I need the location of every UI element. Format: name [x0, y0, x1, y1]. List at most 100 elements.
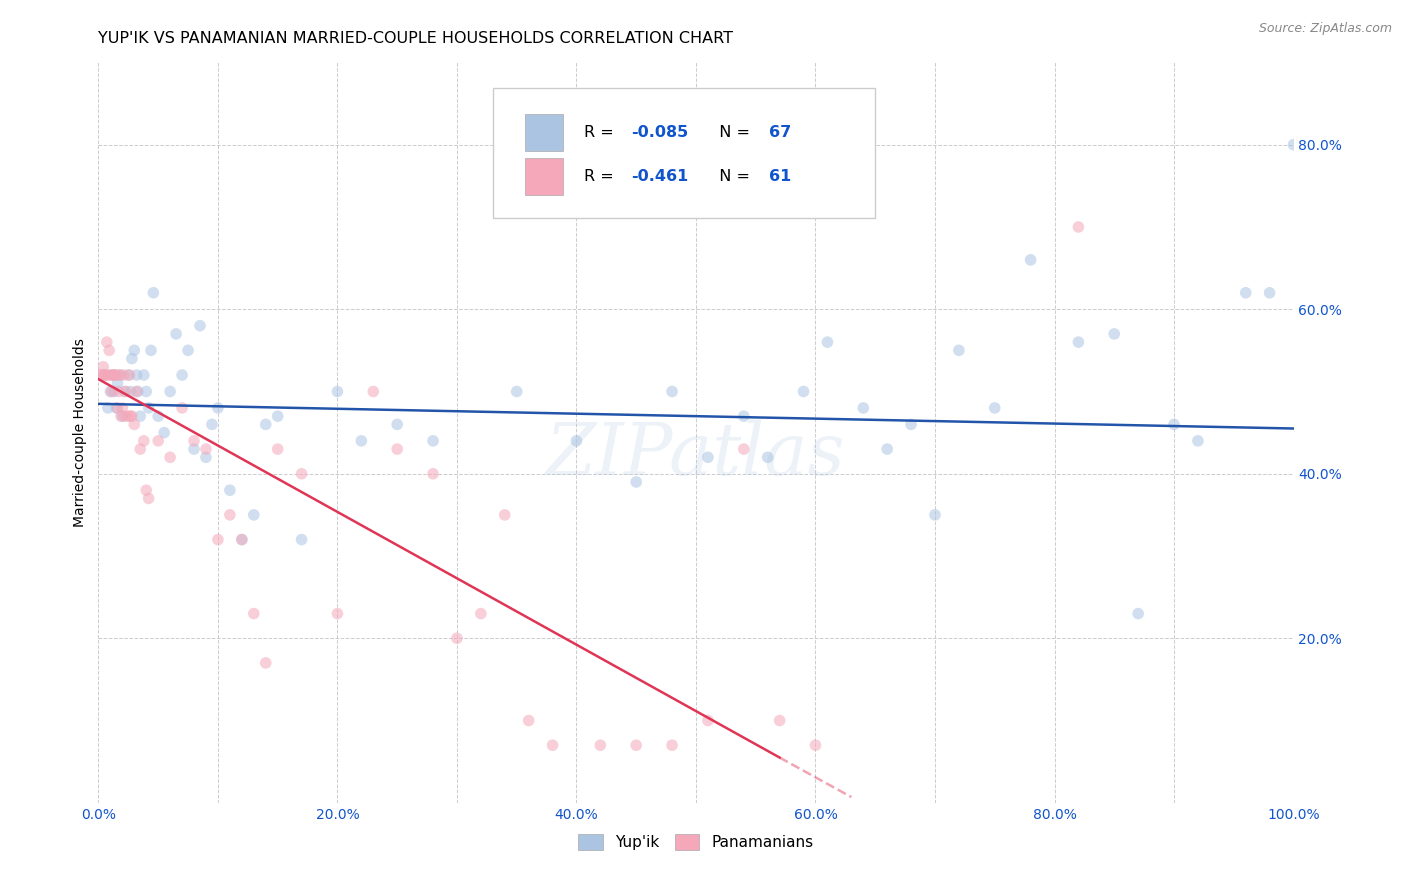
Point: [110, 409, 132, 424]
Point: [267, 409, 290, 424]
Point: [105, 368, 128, 382]
Point: [506, 384, 529, 399]
Point: [129, 442, 152, 456]
Point: [107, 401, 129, 415]
Point: [733, 442, 755, 456]
Point: [291, 467, 314, 481]
Point: [183, 442, 205, 456]
Point: [697, 450, 720, 465]
Point: [129, 409, 152, 424]
Point: [1104, 326, 1126, 341]
Text: N =: N =: [709, 169, 755, 184]
Point: [626, 738, 648, 752]
Point: [125, 368, 148, 382]
Point: [422, 434, 444, 448]
Point: [153, 425, 176, 440]
Point: [661, 384, 683, 399]
Point: [120, 409, 142, 424]
Point: [1187, 434, 1209, 448]
Point: [98, 384, 122, 399]
Point: [120, 384, 142, 399]
Point: [231, 533, 253, 547]
Point: [159, 384, 181, 399]
Text: 61: 61: [769, 169, 792, 184]
Point: [111, 401, 134, 415]
Point: [1019, 252, 1042, 267]
Point: [138, 401, 160, 415]
Point: [108, 368, 131, 382]
Point: [1067, 335, 1090, 350]
Point: [207, 401, 229, 415]
Point: [111, 409, 134, 424]
Point: [626, 475, 648, 489]
Point: [114, 409, 136, 424]
Point: [924, 508, 946, 522]
Point: [135, 384, 157, 399]
Text: 67: 67: [769, 125, 792, 139]
Point: [231, 533, 253, 547]
Point: [254, 417, 277, 432]
Point: [98, 343, 121, 358]
Point: [219, 483, 242, 498]
Point: [768, 714, 790, 728]
Point: [385, 417, 409, 432]
Text: N =: N =: [709, 125, 755, 139]
Point: [127, 384, 149, 399]
Point: [219, 508, 242, 522]
Text: ZIPatlas: ZIPatlas: [546, 419, 846, 490]
Point: [470, 607, 492, 621]
Point: [98, 368, 122, 382]
Legend: Yup'ik, Panamanians: Yup'ik, Panamanians: [571, 827, 821, 858]
Point: [446, 632, 468, 646]
Point: [1067, 219, 1090, 234]
FancyBboxPatch shape: [494, 88, 876, 218]
Point: [385, 442, 409, 456]
Point: [517, 714, 540, 728]
Point: [243, 508, 266, 522]
Point: [1258, 285, 1281, 300]
Point: [494, 508, 516, 522]
Point: [103, 368, 125, 382]
Point: [207, 533, 229, 547]
Point: [984, 401, 1007, 415]
Point: [101, 368, 124, 382]
Point: [91, 368, 114, 382]
Point: [159, 450, 181, 465]
Point: [124, 417, 146, 432]
Point: [93, 368, 115, 382]
Point: [733, 409, 755, 424]
Point: [107, 376, 129, 391]
Point: [132, 434, 155, 448]
Point: [1128, 607, 1150, 621]
Point: [188, 318, 211, 333]
Point: [172, 368, 194, 382]
Point: [815, 335, 838, 350]
Point: [326, 384, 349, 399]
Point: [97, 368, 120, 382]
Point: [243, 607, 266, 621]
Point: [90, 368, 112, 382]
Point: [1163, 417, 1185, 432]
Point: [172, 401, 194, 415]
Point: [148, 434, 170, 448]
Point: [93, 368, 115, 382]
Point: [117, 409, 139, 424]
Point: [254, 656, 277, 670]
Point: [165, 326, 187, 341]
Point: [291, 533, 314, 547]
Point: [876, 442, 898, 456]
Point: [900, 417, 922, 432]
Point: [852, 401, 875, 415]
Point: [105, 401, 128, 415]
Point: [267, 442, 290, 456]
Point: [948, 343, 970, 358]
Point: [107, 384, 129, 399]
Point: [115, 384, 138, 399]
Text: Source: ZipAtlas.com: Source: ZipAtlas.com: [1258, 22, 1392, 36]
Point: [183, 434, 205, 448]
Point: [697, 714, 720, 728]
Point: [112, 368, 135, 382]
Point: [132, 368, 155, 382]
Text: R =: R =: [583, 125, 619, 139]
Point: [121, 351, 143, 366]
